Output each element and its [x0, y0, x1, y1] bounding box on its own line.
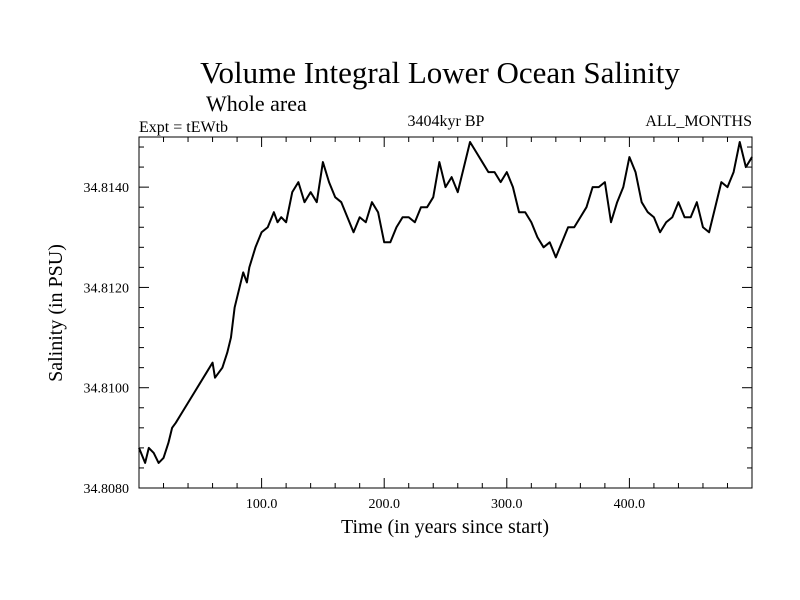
- months-label: ALL_MONTHS: [645, 113, 752, 130]
- x-axis-label: Time (in years since start): [341, 516, 549, 538]
- y-axis-label: Salinity (in PSU): [45, 244, 67, 382]
- y-tick-label: 34.8080: [84, 482, 130, 497]
- x-tick-label: 400.0: [614, 497, 646, 512]
- y-tick-labels: 34.8080 34.8100 34.8120 34.8140: [84, 181, 130, 497]
- y-tick-label: 34.8100: [84, 382, 130, 397]
- x-tick-label: 300.0: [491, 497, 523, 512]
- x-tick-label: 200.0: [368, 497, 400, 512]
- chart-subtitle: Whole area: [206, 91, 307, 116]
- y-ticks: [139, 146, 752, 469]
- chart-title: Volume Integral Lower Ocean Salinity: [200, 55, 680, 90]
- x-tick-labels: 100.0 200.0 300.0 400.0: [246, 497, 645, 512]
- x-tick-label: 100.0: [246, 497, 278, 512]
- series-line-salinity: [138, 141, 753, 464]
- period-label: 3404kyr BP: [408, 113, 485, 130]
- y-tick-label: 34.8120: [84, 281, 130, 296]
- y-tick-label: 34.8140: [84, 181, 130, 196]
- experiment-label: Expt = tEWtb: [139, 119, 228, 136]
- x-ticks: [163, 137, 728, 488]
- plot-frame: [138, 136, 753, 489]
